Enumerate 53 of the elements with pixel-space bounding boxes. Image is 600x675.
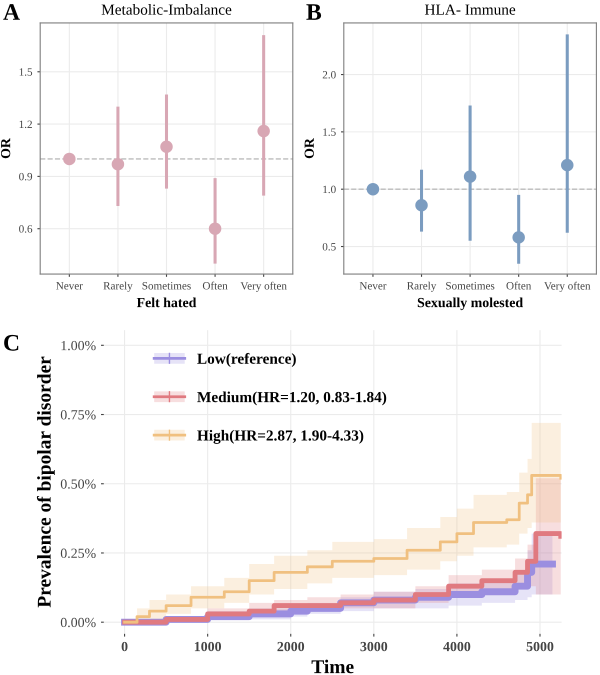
point (63, 152, 76, 166)
y-tick-label: 0.6 (19, 225, 32, 233)
x-axis-title: Time (312, 660, 354, 674)
point (160, 140, 173, 154)
text: C (4, 334, 18, 351)
y-tick-label: 1.2 (20, 120, 32, 128)
point (415, 199, 428, 212)
x-tick-label: Never (56, 282, 83, 290)
point (112, 158, 124, 170)
x-tick-label: Rarely (407, 282, 436, 292)
x-axis-title: Felt hated (136, 297, 196, 308)
legend-label: Low(reference) (197, 352, 296, 367)
x-tick-label: 4000 (443, 642, 470, 652)
legend-label: Medium(HR=1.20, 0.83-1.84) (197, 391, 386, 406)
y-tick-label: 0.5 (322, 243, 336, 251)
point (366, 182, 380, 196)
y-tick-label: 1.5 (20, 68, 32, 76)
x-tick-label: 0 (122, 642, 128, 652)
x-tick-label: Very often (240, 282, 287, 292)
y-axis-title: OR (0, 138, 10, 158)
y-tick-label: 0.50% (60, 479, 96, 489)
legend-label: High(HR=2.87, 1.90-4.33) (197, 430, 364, 444)
x-tick-label: Sometimes (446, 282, 494, 290)
y-tick-label: 2.0 (322, 71, 336, 79)
x-tick-label: 2000 (277, 642, 304, 652)
point (464, 170, 476, 183)
point (512, 231, 525, 244)
x-tick-label: Often (506, 282, 532, 290)
point (257, 124, 270, 138)
x-tick-label: Rarely (103, 282, 133, 292)
y-tick-label: 1.5 (323, 128, 336, 136)
y-tick-label: 1.00% (62, 340, 96, 350)
x-tick-label: Sometimes (142, 282, 191, 290)
point (208, 222, 222, 235)
point (561, 158, 574, 172)
x-axis-title: Sexually molested (418, 297, 523, 310)
y-tick-label: 0.9 (19, 172, 32, 180)
x-tick-label: 1000 (194, 642, 222, 652)
x-tick-label: 5000 (526, 642, 554, 652)
y-tick-label: 0.25% (60, 548, 96, 558)
chart-title: Metabolic-Imbalance (102, 4, 232, 15)
y-axis-title: OR (304, 138, 314, 158)
x-tick-label: Often (202, 282, 228, 290)
y-tick-label: 1.0 (323, 186, 336, 194)
y-tick-label: 0.00% (60, 618, 96, 628)
y-axis-title: Prevalence of bipolar disorder (36, 356, 55, 608)
text: B (306, 4, 322, 20)
chart-title: HLA- Immune (424, 4, 516, 15)
y-tick-label: 0.75% (60, 410, 96, 420)
x-tick-label: Very often (544, 282, 590, 292)
text: A (3, 4, 20, 20)
x-tick-label: Never (360, 282, 386, 290)
x-tick-label: 3000 (360, 642, 388, 652)
